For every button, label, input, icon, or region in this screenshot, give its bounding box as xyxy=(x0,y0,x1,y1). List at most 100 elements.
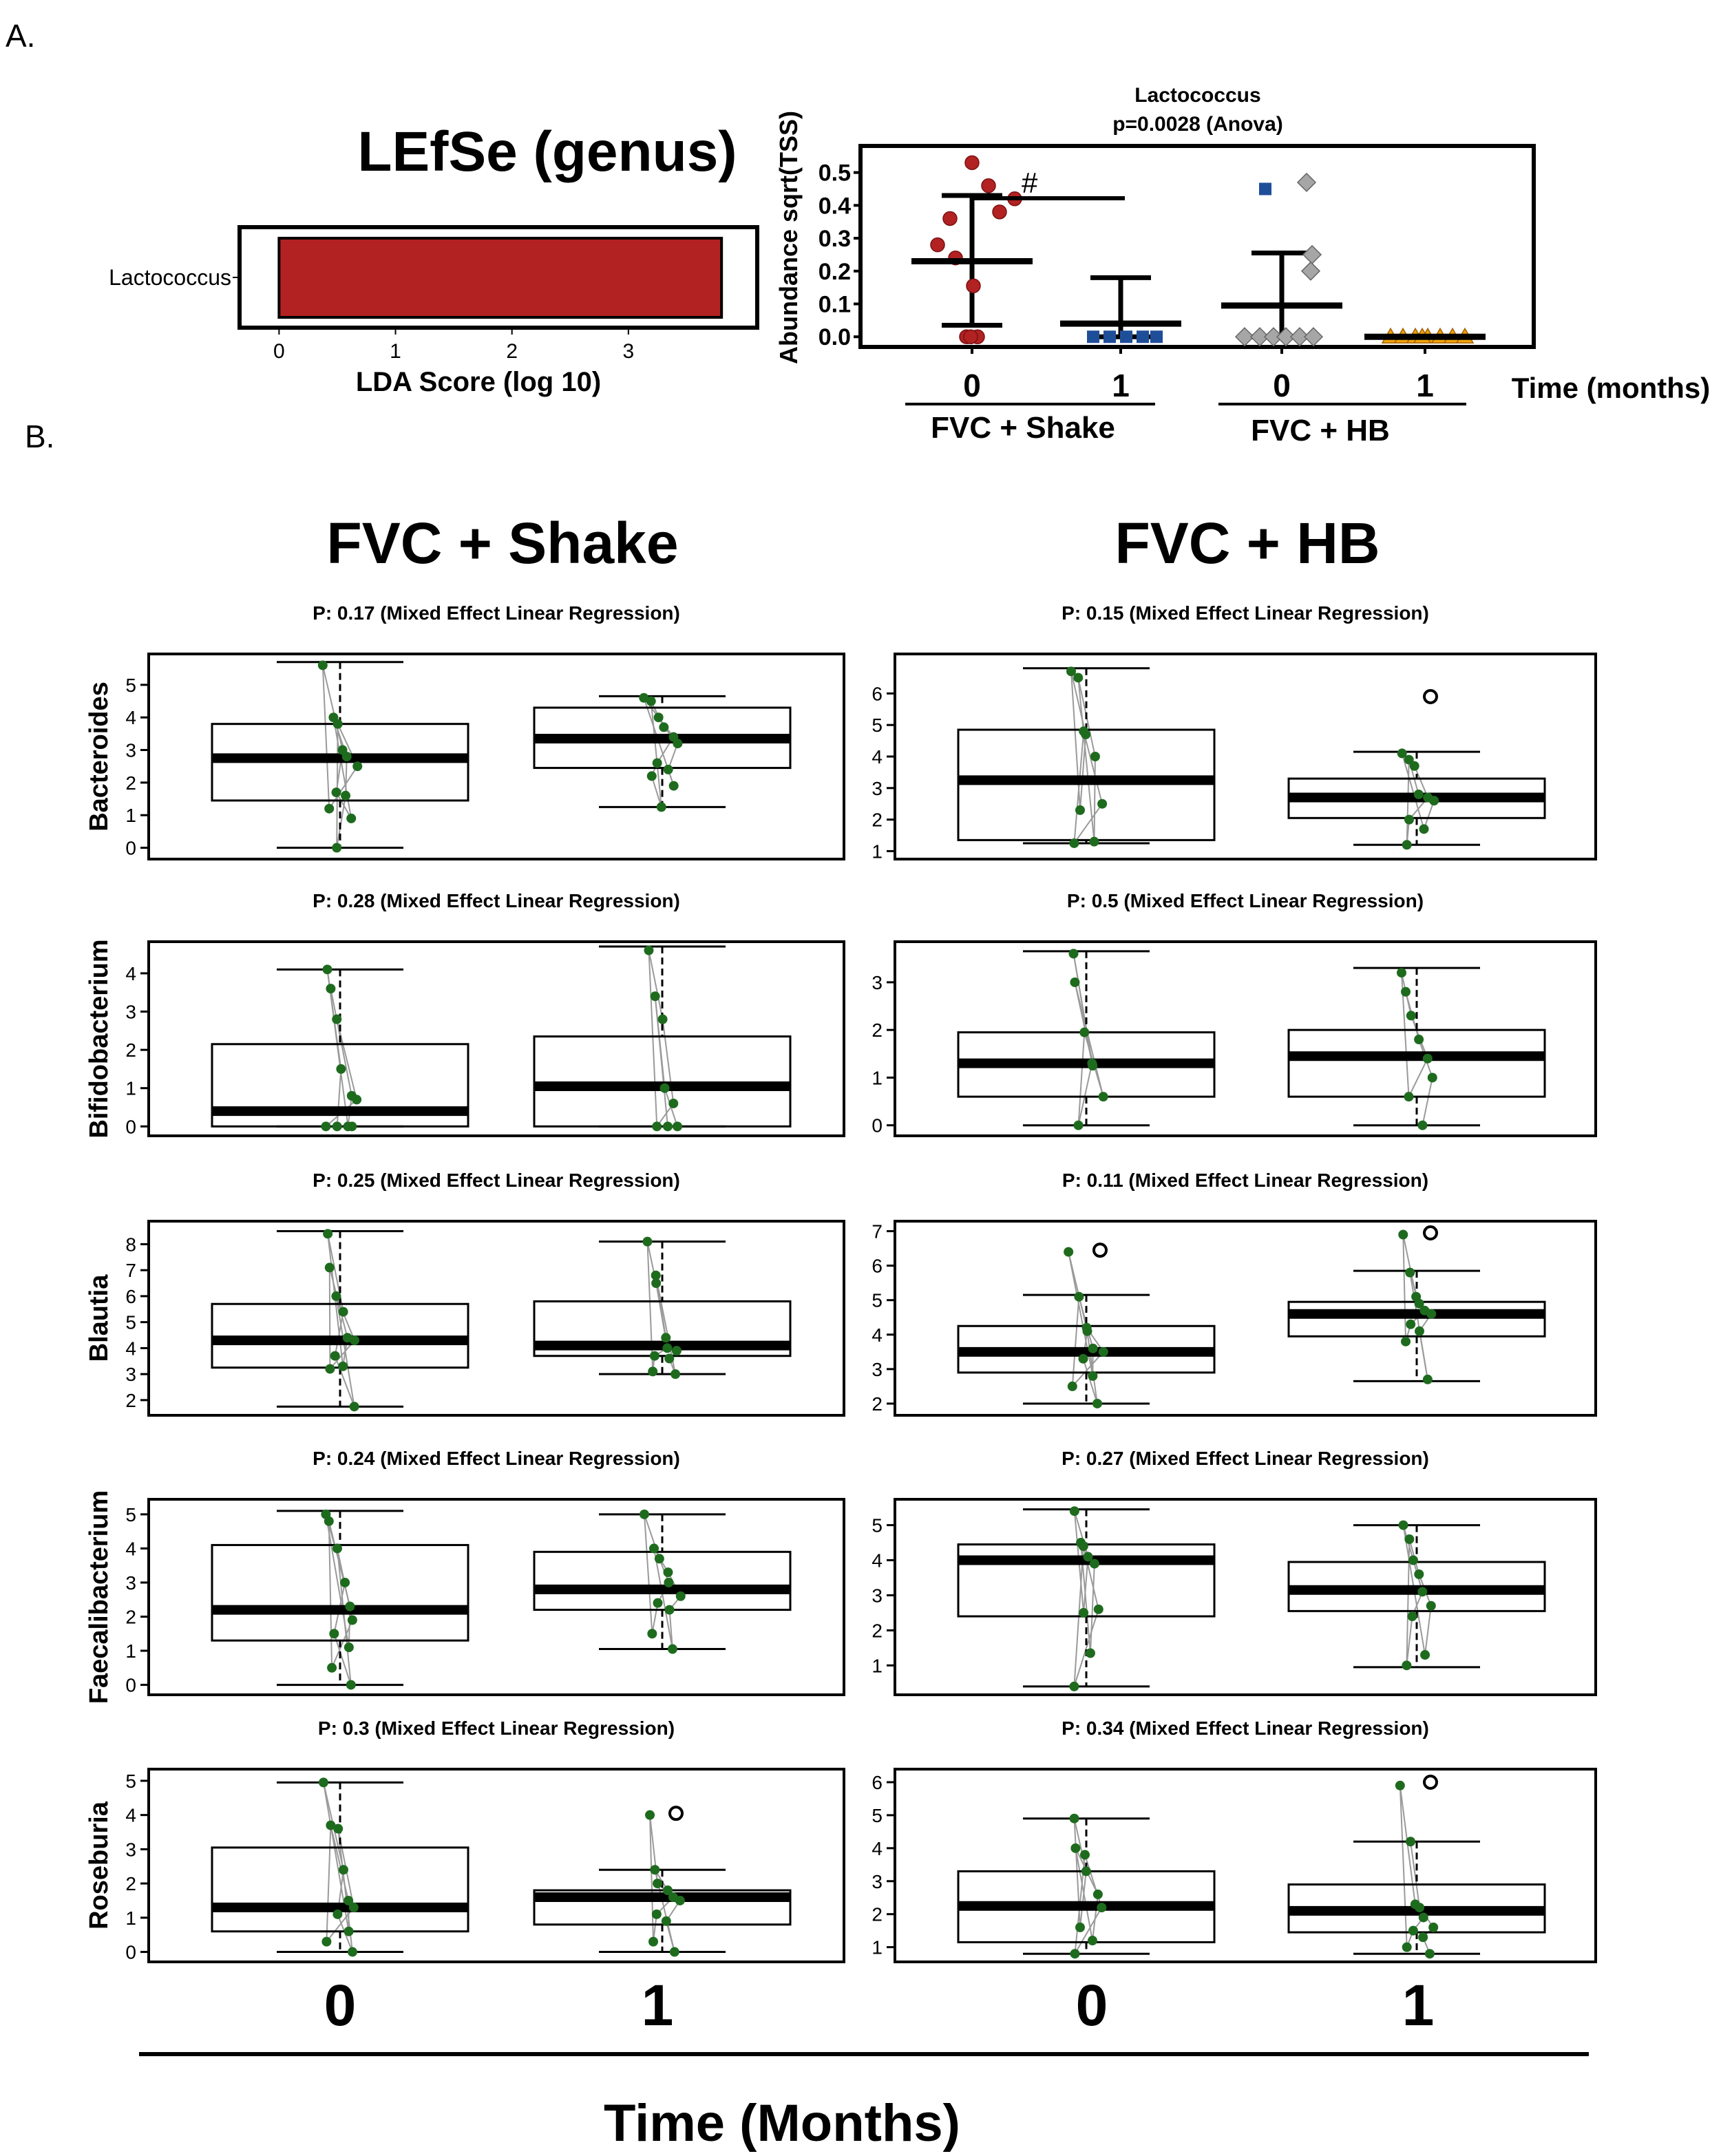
boxplot-y-tick-label: 1 xyxy=(125,1640,136,1662)
box-time-1 xyxy=(533,693,792,812)
box-point xyxy=(340,1577,350,1587)
boxplot-pair-line xyxy=(1089,1563,1095,1653)
box-point xyxy=(1088,1061,1098,1071)
boxplot-frame xyxy=(147,1498,845,1696)
boxplot-y-tick-label: 5 xyxy=(125,1504,136,1525)
box-time-1 xyxy=(1287,688,1546,850)
box-time-0 xyxy=(957,1506,1216,1691)
box-point xyxy=(661,1916,671,1926)
boxplot-y-tick-label: 2 xyxy=(125,1606,136,1627)
lactococcus-chart: Lactococcus p=0.0028 (Anova) Abundance s… xyxy=(774,84,1710,447)
box-point xyxy=(1075,805,1086,815)
boxplot-y-tick-label: 3 xyxy=(872,778,883,799)
box-time-1 xyxy=(533,1806,792,1957)
box-time-0 xyxy=(957,1243,1216,1408)
box-point xyxy=(673,739,683,749)
boxplot-pair-line xyxy=(1072,1351,1104,1387)
boxplot-frame xyxy=(894,940,1597,1137)
boxplot-y-tick-label: 3 xyxy=(872,972,883,993)
box-point xyxy=(1083,1552,1093,1562)
box-point xyxy=(1069,1506,1079,1516)
box-point xyxy=(1417,1120,1428,1130)
time-tick-hb-1: 1 xyxy=(1402,1973,1435,2038)
boxplot-pair-line xyxy=(1399,1785,1408,1947)
box-point xyxy=(670,1369,681,1380)
box-point xyxy=(1402,1660,1412,1671)
box-time-1 xyxy=(533,1509,792,1654)
lacto-y-axis: 0.0 0.1 0.2 0.3 0.4 0.5 xyxy=(819,160,860,350)
boxplot-pair-line xyxy=(649,1815,655,1942)
boxplot-y-tick-label: 2 xyxy=(872,1620,883,1641)
boxplot-pair-line xyxy=(1083,731,1103,804)
box-point xyxy=(324,803,335,814)
lacto-point xyxy=(1300,261,1321,281)
box-point xyxy=(644,945,654,955)
box-point xyxy=(338,1307,348,1317)
lacto-series-1 xyxy=(911,155,1033,344)
lacto-subtitle: p=0.0028 (Anova) xyxy=(1112,113,1283,136)
lefse-category-label: Lactococcus xyxy=(109,265,231,290)
box-point xyxy=(332,719,343,729)
boxplot-y-tick-label: 0 xyxy=(125,1675,136,1696)
boxplot-pair-line xyxy=(653,1548,673,1649)
boxplot-y-tick-label: 2 xyxy=(125,1390,136,1411)
lefse-x-tick-label-2: 2 xyxy=(506,340,518,363)
boxplot-pair-line xyxy=(1086,1327,1098,1404)
box-point xyxy=(1075,1922,1085,1932)
boxplot-y-tick-label: 2 xyxy=(872,1904,883,1925)
lacto-title: Lactococcus xyxy=(1134,84,1260,107)
lacto-series-4 xyxy=(1364,327,1486,344)
box-time-0 xyxy=(957,666,1216,848)
boxplot-y-tick-label: 0 xyxy=(125,1116,136,1137)
boxplot-roseburia-fvc-hb: P: 0.34 (Mixed Effect Linear Regression)… xyxy=(872,1718,1597,1963)
box-point xyxy=(1401,986,1411,997)
box-point xyxy=(1408,1925,1418,1936)
boxplot-pair-line xyxy=(1073,953,1094,1066)
box-point xyxy=(352,1095,362,1105)
lacto-y-label: Abundance sqrt(TSS) xyxy=(774,111,803,364)
boxplot-y-tick-label: 2 xyxy=(125,772,136,794)
boxplot-pair-line xyxy=(643,1514,653,1634)
box-point xyxy=(1406,1319,1416,1329)
box-point xyxy=(646,771,657,781)
box-point xyxy=(675,1591,686,1601)
box-outlier xyxy=(1423,1774,1438,1790)
box-iqr xyxy=(533,1889,792,1926)
box-point xyxy=(1081,1866,1091,1877)
box-point xyxy=(326,984,336,994)
lacto-group-label-hb: FVC + HB xyxy=(1251,414,1390,447)
boxplot-pair-line xyxy=(1074,1907,1103,1954)
box-point xyxy=(1066,666,1077,677)
boxplot-pair-line xyxy=(1082,1358,1098,1404)
box-point xyxy=(332,1543,342,1554)
box-iqr xyxy=(211,1846,469,1933)
boxplot-grid: P: 0.17 (Mixed Effect Linear Regression)… xyxy=(85,602,1597,1963)
lacto-point xyxy=(1296,172,1317,193)
box-point xyxy=(662,1121,673,1132)
box-iqr xyxy=(533,1550,792,1611)
time-tick-shake-1: 1 xyxy=(642,1973,674,2038)
boxplot-pair-line xyxy=(328,765,359,810)
boxplot-y-tick-label: 3 xyxy=(125,1572,136,1594)
box-point xyxy=(653,712,664,723)
boxplot-frame xyxy=(894,1220,1597,1417)
lacto-time-label: Time (months) xyxy=(1512,372,1711,404)
box-point xyxy=(1097,1903,1107,1913)
box-point xyxy=(650,1865,660,1875)
boxplot-frame xyxy=(147,653,845,860)
box-point xyxy=(322,964,332,975)
boxplot-pair-line xyxy=(326,969,349,1127)
boxplot-roseburia-fvc-shake: P: 0.3 (Mixed Effect Linear Regression) R… xyxy=(85,1718,845,1963)
box-point xyxy=(1418,1912,1428,1923)
boxplot-pair-line xyxy=(336,1548,352,1685)
lacto-point xyxy=(1289,327,1310,347)
time-axis-label: Time (Months) xyxy=(604,2094,960,2153)
box-time-0 xyxy=(211,1777,469,1957)
box-point xyxy=(664,1353,675,1364)
lacto-y-tick-label: 0.4 xyxy=(819,193,851,219)
box-point xyxy=(642,1236,653,1247)
boxplot-y-tick-label: 5 xyxy=(872,1290,883,1311)
boxplot-pair-line xyxy=(331,1620,353,1669)
box-point xyxy=(344,1642,354,1653)
